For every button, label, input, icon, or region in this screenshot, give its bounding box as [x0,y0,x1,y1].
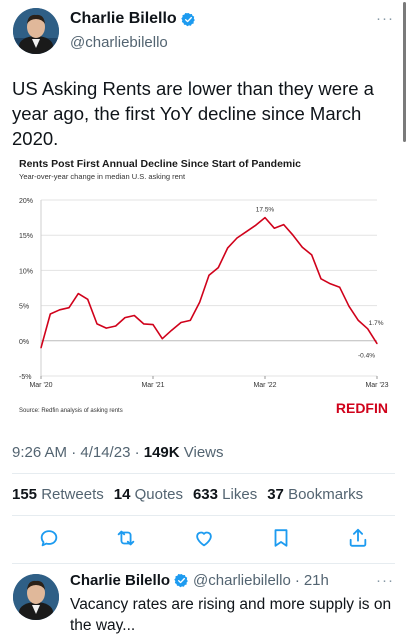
more-horizontal-icon[interactable]: ··· [376,572,394,589]
bookmarks-stat[interactable]: 37 Bookmarks [267,486,364,503]
y-tick-label: 15% [19,233,33,240]
verified-badge-icon [174,573,189,588]
data-point [96,323,98,325]
data-point [236,237,238,239]
heart-icon[interactable] [193,527,215,549]
data-point [376,343,378,345]
reply-header: Charlie Bilello @charliebilello · 21h [70,572,329,589]
data-point [49,313,51,315]
reply-author-handle[interactable]: @charliebilello [193,572,291,589]
action-bar [38,527,369,549]
data-point [273,227,275,229]
data-point [320,278,322,280]
data-point [77,293,79,295]
quotes-stat[interactable]: 14 Quotes [113,486,183,503]
x-tick-label: Mar '21 [141,382,164,389]
avatar-image [13,574,59,620]
data-point [301,246,303,248]
data-point [283,224,285,226]
chart-source: Source: Redfin analysis of asking rents [19,408,123,414]
divider [12,473,395,474]
y-tick-label: 5% [19,304,29,311]
data-point [180,321,182,324]
avatar-image [13,8,59,54]
data-point [189,319,191,321]
data-label: 17.5% [256,207,275,214]
retweets-stat[interactable]: 155 Retweets [12,486,104,503]
data-point [339,286,341,288]
divider [12,515,395,516]
author-handle[interactable]: @charliebilello [70,34,168,51]
data-point [152,324,154,326]
data-point [264,217,266,219]
reply-separator: · [294,572,300,589]
tweet-header: Charlie Bilello @charliebilello [70,10,196,51]
views-count: 149K [143,444,180,461]
chart-subtitle: Year-over-year change in median U.S. ask… [19,172,186,181]
author-avatar[interactable] [13,8,59,54]
data-point [59,309,61,311]
x-tick-label: Mar '23 [365,382,388,389]
reply-text: Vacancy rates are rising and more supply… [70,596,392,634]
share-icon[interactable] [347,527,369,549]
data-label: 1.7% [369,320,384,327]
data-point [227,247,229,249]
likes-stat[interactable]: 633 Likes [192,486,258,503]
reply-age[interactable]: 21h [303,572,329,589]
divider [12,563,395,564]
scrollbar[interactable] [403,2,406,142]
data-point [124,316,126,319]
data-point [292,234,294,236]
data-point [199,301,201,303]
data-point [68,307,70,309]
reply-author-name[interactable]: Charlie Bilello [70,572,171,589]
verified-badge-icon [181,12,196,27]
data-point [208,274,210,276]
retweet-icon[interactable] [115,527,137,549]
chart-image[interactable]: Rents Post First Annual Decline Since St… [13,146,394,428]
data-point [105,327,107,329]
reply-author-avatar[interactable] [13,574,59,620]
rent-chart: Rents Post First Annual Decline Since St… [19,158,389,416]
data-point [143,323,145,325]
data-point [40,347,42,349]
data-point [133,314,135,317]
bookmark-icon[interactable] [270,527,292,549]
data-point [217,266,219,269]
data-point [171,329,173,331]
data-point [87,298,89,300]
views-label: Views [179,444,224,461]
y-tick-label: -5% [19,374,31,381]
data-point [255,224,257,226]
x-tick-label: Mar '22 [253,382,276,389]
more-horizontal-icon[interactable]: ··· [376,10,394,27]
data-point [245,231,247,233]
author-name[interactable]: Charlie Bilello [70,10,177,27]
data-point [115,325,117,327]
chart-title: Rents Post First Annual Decline Since St… [19,158,301,170]
data-point [367,328,369,330]
tweet-text: US Asking Rents are lower than they were… [12,78,374,149]
y-tick-label: 10% [19,268,33,275]
y-tick-label: 0% [19,339,29,346]
series-line [40,216,378,349]
redfin-logo: REDFIN [336,400,388,416]
y-tick-label: 20% [19,198,33,205]
data-point [329,283,331,285]
data-label: -0.4% [358,353,375,360]
data-point [161,338,163,340]
data-point [348,305,350,307]
tweet-time[interactable]: 9:26 AM · 4/14/23 · [12,444,144,461]
data-point [311,254,313,256]
tweet-timestamp[interactable]: 9:26 AM · 4/14/23 · 149K Views [12,444,224,461]
speech-bubble-icon[interactable] [38,527,60,549]
data-point [357,319,359,321]
engagement-stats: 155 Retweets 14 Quotes 633 Likes 37 Book… [12,486,369,503]
x-tick-label: Mar '20 [29,382,52,389]
